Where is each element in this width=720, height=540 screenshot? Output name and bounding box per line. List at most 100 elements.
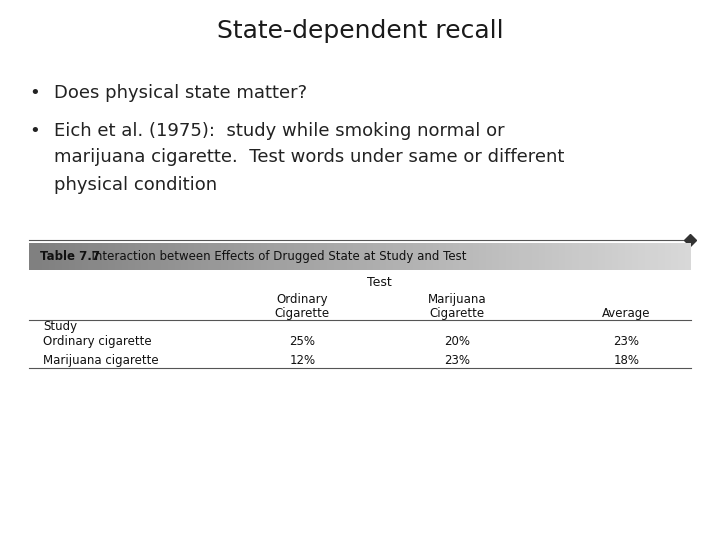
Bar	[612, 243, 618, 270]
Bar	[420, 243, 426, 270]
Bar	[618, 243, 625, 270]
Text: •: •	[29, 84, 40, 102]
Bar	[181, 243, 188, 270]
Text: Marijuana cigarette: Marijuana cigarette	[43, 354, 159, 367]
Bar	[513, 243, 519, 270]
Text: Eich et al. (1975):  study while smoking normal or: Eich et al. (1975): study while smoking …	[54, 122, 505, 139]
Bar	[115, 243, 122, 270]
Bar	[261, 243, 267, 270]
Bar	[552, 243, 559, 270]
Bar	[168, 243, 174, 270]
Bar	[426, 243, 433, 270]
Text: Interaction between Effects of Drugged State at Study and Test: Interaction between Effects of Drugged S…	[84, 250, 467, 263]
Bar	[572, 243, 579, 270]
Text: marijuana cigarette.  Test words under same or different: marijuana cigarette. Test words under sa…	[54, 148, 564, 166]
Bar	[526, 243, 532, 270]
Bar	[29, 243, 35, 270]
Bar	[472, 243, 480, 270]
Bar	[188, 243, 194, 270]
Bar	[393, 243, 400, 270]
Bar	[161, 243, 168, 270]
Bar	[685, 243, 691, 270]
Bar	[439, 243, 446, 270]
Text: Ordinary cigarette: Ordinary cigarette	[43, 335, 152, 348]
Text: 25%: 25%	[289, 335, 315, 348]
Bar	[354, 243, 360, 270]
Bar	[300, 243, 307, 270]
Text: 23%: 23%	[613, 335, 639, 348]
Bar	[559, 243, 565, 270]
Text: •: •	[29, 122, 40, 139]
Bar	[327, 243, 333, 270]
Bar	[585, 243, 592, 270]
Bar	[625, 243, 631, 270]
Bar	[221, 243, 228, 270]
Bar	[486, 243, 492, 270]
Bar	[446, 243, 453, 270]
Bar	[605, 243, 612, 270]
Bar	[62, 243, 68, 270]
Text: Cigarette: Cigarette	[430, 307, 485, 320]
Text: 18%: 18%	[613, 354, 639, 367]
Bar	[122, 243, 128, 270]
Bar	[546, 243, 552, 270]
Bar	[240, 243, 248, 270]
Bar	[505, 243, 513, 270]
Text: Average: Average	[602, 307, 651, 320]
Bar	[387, 243, 393, 270]
Bar	[400, 243, 406, 270]
Bar	[565, 243, 572, 270]
Text: 20%: 20%	[444, 335, 470, 348]
Bar	[82, 243, 89, 270]
Bar	[128, 243, 135, 270]
Bar	[215, 243, 221, 270]
Bar	[314, 243, 320, 270]
Bar	[68, 243, 75, 270]
Bar	[347, 243, 354, 270]
Bar	[294, 243, 300, 270]
Bar	[480, 243, 486, 270]
Bar	[459, 243, 466, 270]
Text: State-dependent recall: State-dependent recall	[217, 19, 503, 43]
Text: Ordinary: Ordinary	[276, 293, 328, 306]
Bar	[267, 243, 274, 270]
Bar	[631, 243, 638, 270]
Bar	[234, 243, 240, 270]
Bar	[42, 243, 49, 270]
Bar	[658, 243, 665, 270]
Bar	[281, 243, 287, 270]
Bar	[155, 243, 161, 270]
Text: Study: Study	[43, 320, 77, 333]
Bar	[254, 243, 261, 270]
Bar	[671, 243, 678, 270]
Bar	[228, 243, 234, 270]
Bar	[592, 243, 598, 270]
Bar	[638, 243, 645, 270]
Bar	[333, 243, 340, 270]
Bar	[373, 243, 380, 270]
Bar	[75, 243, 82, 270]
Bar	[532, 243, 539, 270]
Bar	[135, 243, 141, 270]
Bar	[366, 243, 373, 270]
Bar	[492, 243, 499, 270]
Bar	[453, 243, 459, 270]
Bar	[320, 243, 327, 270]
Text: Does physical state matter?: Does physical state matter?	[54, 84, 307, 102]
Bar	[194, 243, 201, 270]
Bar	[207, 243, 215, 270]
Text: Test: Test	[367, 276, 392, 289]
Bar	[141, 243, 148, 270]
Bar	[433, 243, 439, 270]
Bar	[645, 243, 652, 270]
Bar	[579, 243, 585, 270]
Bar	[49, 243, 55, 270]
Bar	[95, 243, 102, 270]
Text: Cigarette: Cigarette	[275, 307, 330, 320]
Bar	[108, 243, 115, 270]
Bar	[406, 243, 413, 270]
Bar	[287, 243, 294, 270]
Bar	[519, 243, 526, 270]
Bar	[274, 243, 281, 270]
Bar	[248, 243, 254, 270]
